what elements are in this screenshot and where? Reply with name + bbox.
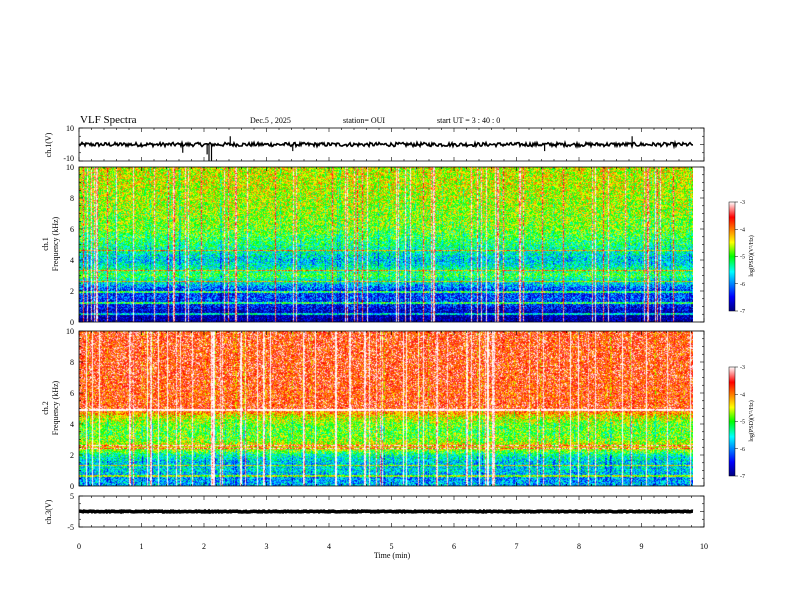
ch2-colorbar-tick: -7 bbox=[740, 474, 745, 480]
ch1-waveform-trace bbox=[78, 136, 694, 161]
ch2-colorbar-label: log(PSD)(V²/Hz) bbox=[748, 400, 755, 441]
ch1-freq-tick-4: 4 bbox=[70, 256, 74, 265]
ch2-freq-tick-0: 0 bbox=[70, 482, 74, 491]
ch3-ytick-top: 5 bbox=[70, 492, 74, 501]
ch2-colorbar-tick: -3 bbox=[740, 365, 745, 371]
time-tick-label: 2 bbox=[202, 542, 206, 551]
ch3-waveform-panel: 5 -5 ch.3(V) bbox=[44, 492, 705, 532]
ch1-spectrogram-ticks bbox=[78, 166, 705, 323]
ch2-spectrogram-image bbox=[79, 331, 693, 486]
time-axis: 0 1 2 3 4 5 6 7 8 9 10 Time (min) bbox=[77, 542, 708, 560]
ch2-freq-tick-10: 10 bbox=[66, 327, 74, 336]
ch1-freq-tick-0: 0 bbox=[70, 318, 74, 327]
waveform-line bbox=[79, 508, 694, 515]
date-label: Dec.5 , 2025 bbox=[250, 116, 291, 125]
waveform-line bbox=[78, 139, 694, 150]
ch2-freq-tick-4: 4 bbox=[70, 420, 74, 429]
ch1-freq-tick-6: 6 bbox=[70, 225, 74, 234]
ch1-freq-tick-8: 8 bbox=[70, 194, 74, 203]
ch1-spectrogram-panel: 0 2 4 6 8 10 ch.1 Frequency (kHz) -3 -4 … bbox=[41, 163, 755, 327]
time-tick-label: 8 bbox=[577, 542, 581, 551]
time-tick-label: 4 bbox=[327, 542, 331, 551]
ch3-ytick-bottom: -5 bbox=[67, 523, 74, 532]
time-tick-label: 5 bbox=[390, 542, 394, 551]
ch1-colorbar-tick: -6 bbox=[740, 282, 745, 288]
time-tick-label: 7 bbox=[515, 542, 519, 551]
ch1-colorbar-tick: -5 bbox=[740, 255, 745, 261]
ch1-colorbar-ticks bbox=[735, 201, 738, 312]
time-tick-label: 9 bbox=[640, 542, 644, 551]
ch2-freq-tick-6: 6 bbox=[70, 389, 74, 398]
ch2-freq-tick-2: 2 bbox=[70, 451, 74, 460]
ch2-colorbar bbox=[729, 367, 735, 476]
ch1-freq-tick-2: 2 bbox=[70, 287, 74, 296]
ch1-waveform-panel: 10 -10 ch.1(V) bbox=[44, 124, 705, 163]
time-tick-label: 1 bbox=[140, 542, 144, 551]
ch1-ytick-bottom: -10 bbox=[63, 154, 74, 163]
ch1-colorbar-tick: -7 bbox=[740, 309, 745, 315]
station-label: station= OUI bbox=[343, 116, 385, 125]
ch1-spectrogram-ylabel-frequency: Frequency (kHz) bbox=[51, 216, 60, 271]
start-ut-label: start UT = 3 : 40 : 0 bbox=[437, 116, 500, 125]
time-tick-label: 10 bbox=[700, 542, 708, 551]
ch1-waveform-ticks bbox=[78, 127, 705, 162]
ch1-colorbar-tick: -4 bbox=[740, 227, 745, 233]
ch3-waveform-ylabel: ch.3(V) bbox=[44, 499, 53, 524]
ch2-spectrogram-panel: 0 2 4 6 8 10 ch.2 Frequency (kHz) -3 -4 … bbox=[41, 327, 755, 491]
ch1-waveform-ylabel: ch.1(V) bbox=[44, 132, 53, 157]
ch2-spectrogram-ylabel-channel: ch.2 bbox=[41, 401, 50, 415]
ch1-colorbar-label: log(PSD)(V²/Hz) bbox=[748, 235, 755, 276]
ch1-spectrogram-image bbox=[79, 167, 693, 322]
figure-title: VLF Spectra bbox=[80, 114, 137, 126]
ch1-colorbar bbox=[729, 202, 735, 311]
ch1-freq-tick-10: 10 bbox=[66, 163, 74, 172]
ch2-colorbar-ticks bbox=[735, 366, 738, 477]
time-tick-label: 6 bbox=[452, 542, 456, 551]
ch2-spectrogram-ylabel-frequency: Frequency (kHz) bbox=[51, 380, 60, 435]
ch3-waveform-ticks bbox=[78, 495, 705, 528]
ch1-colorbar-tick: -3 bbox=[740, 200, 745, 206]
ch3-waveform-trace bbox=[79, 508, 694, 515]
ch1-spectrogram-ylabel-channel: ch.1 bbox=[41, 237, 50, 251]
ch2-colorbar-tick: -5 bbox=[740, 420, 745, 426]
ch1-ytick-top: 10 bbox=[66, 124, 74, 133]
ch2-colorbar-tick: -4 bbox=[740, 392, 745, 398]
time-axis-label: Time (min) bbox=[374, 551, 411, 560]
time-tick-label: 3 bbox=[265, 542, 269, 551]
ch2-colorbar-tick: -6 bbox=[740, 447, 745, 453]
ch2-freq-tick-8: 8 bbox=[70, 358, 74, 367]
time-tick-label: 0 bbox=[77, 542, 81, 551]
ch2-spectrogram-ticks bbox=[78, 330, 705, 487]
